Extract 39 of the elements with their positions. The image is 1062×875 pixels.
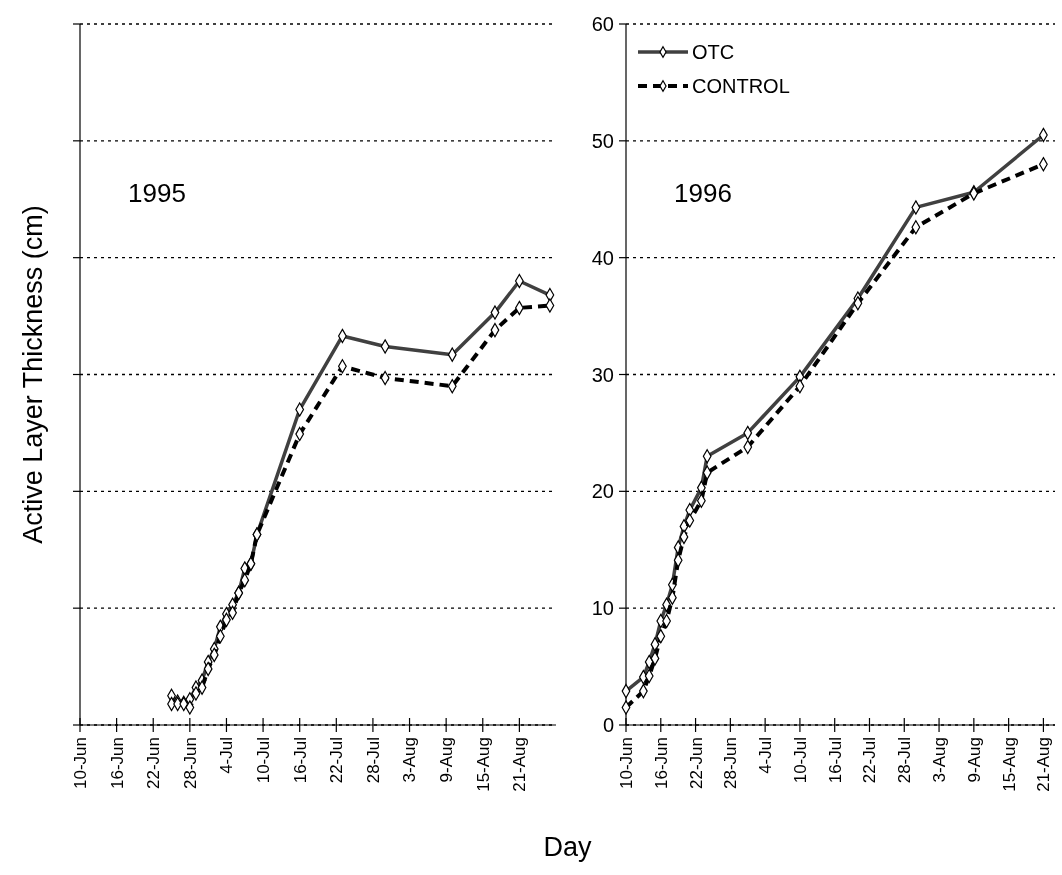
x-tick-label: 9-Aug [964, 737, 984, 783]
x-tick-label: 10-Jul [790, 737, 810, 784]
x-tick-label: 16-Jul [290, 737, 310, 784]
x-tick-label: 10-Jun [70, 737, 90, 789]
x-tick-label: 28-Jul [363, 737, 383, 784]
annotation: 1996 [674, 178, 732, 208]
legend-label: CONTROL [692, 75, 790, 97]
x-tick-label: 28-Jul [895, 737, 915, 784]
x-tick-label: 21-Aug [1034, 737, 1054, 792]
y-tick-label: 40 [591, 246, 614, 269]
x-tick-label: 3-Aug [400, 737, 420, 783]
x-tick-label: 21-Aug [510, 737, 530, 792]
y-tick-label: 30 [591, 363, 614, 386]
x-tick-label: 16-Jun [651, 737, 671, 789]
x-tick-label: 15-Aug [999, 737, 1019, 792]
x-tick-label: 10-Jun [616, 737, 636, 789]
x-tick-label: 16-Jul [825, 737, 845, 784]
x-tick-label: 22-Jul [860, 737, 880, 784]
legend-label: OTC [692, 41, 735, 63]
x-tick-label: 4-Jul [756, 737, 776, 774]
x-tick-label: 4-Jul [217, 737, 237, 774]
y-tick-label: 10 [591, 597, 614, 620]
x-tick-label: 10-Jul [254, 737, 274, 784]
y-tick-label: 20 [591, 480, 614, 503]
x-tick-label: 22-Jun [144, 737, 164, 789]
x-tick-label: 15-Aug [473, 737, 493, 792]
x-tick-label: 3-Aug [930, 737, 949, 783]
x-tick-label: 9-Aug [437, 737, 457, 783]
x-axis-title: Day [543, 832, 593, 862]
x-tick-label: 28-Jun [180, 737, 200, 789]
y-tick-label: 50 [591, 129, 614, 152]
y-tick-label: 0 [602, 714, 614, 736]
x-tick-label: 28-Jun [721, 737, 741, 789]
x-tick-label: 22-Jun [686, 737, 706, 789]
annotation: 1995 [128, 178, 186, 208]
x-tick-label: 16-Jun [107, 737, 127, 789]
y-tick-label: 60 [591, 13, 614, 35]
y-axis-title: Active Layer Thickness (cm) [18, 205, 48, 544]
x-tick-label: 22-Jul [327, 737, 347, 784]
